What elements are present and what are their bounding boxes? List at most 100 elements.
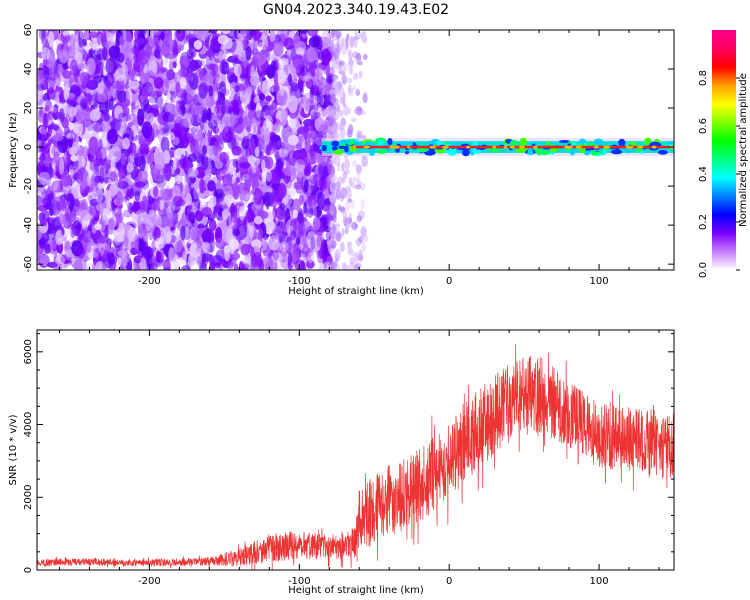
spectrogram-cell: [137, 224, 144, 240]
spectrogram-cell: [98, 139, 104, 150]
spectrogram-cell: [199, 178, 205, 194]
spectrogram-cell: [42, 67, 52, 80]
spectrogram-cell: [279, 209, 290, 217]
spectrogram-cell: [203, 236, 215, 244]
colorbar-tick-label: 0.4: [698, 166, 709, 182]
spectrogram-cell: [94, 175, 104, 184]
snr-ytick-label: 2000: [23, 485, 34, 510]
spectrogram-cell: [330, 56, 336, 64]
spectrogram-cell: [38, 153, 47, 162]
spectrogram-cell: [293, 82, 305, 99]
signal-band-cell: [625, 145, 632, 149]
spectrogram-cell: [175, 167, 181, 175]
signal-band-cell: [429, 145, 434, 149]
spectrogram-cell: [273, 122, 281, 134]
spectrogram-cell: [88, 31, 99, 38]
spectrogram-cell: [62, 70, 72, 79]
spectrogram-cell: [48, 87, 54, 94]
spectrogram-cell: [158, 207, 165, 217]
spectrogram-cell: [159, 235, 164, 245]
spectrogram-cell: [147, 35, 155, 44]
spectrogram-cell: [351, 160, 358, 168]
spectrogram-cell: [78, 209, 91, 226]
spectrogram-cell: [269, 209, 275, 220]
spectrogram-cell: [144, 45, 153, 58]
spectrogram-cell: [141, 121, 153, 139]
spectrogram-cell: [360, 226, 367, 238]
spectrogram-cell: [81, 146, 89, 157]
spectrogram-cell: [351, 182, 356, 189]
spectrogram-cell: [159, 199, 165, 211]
colorbar-tick-label: 0.2: [698, 214, 709, 230]
spectrogram-cell: [112, 44, 123, 51]
spectrogram-cell: [258, 72, 264, 84]
spectrogram-cell: [39, 218, 47, 227]
colorbar-tick-label: 0.6: [698, 118, 709, 134]
spectrogram-cell: [257, 228, 263, 243]
spectrogram-cell: [354, 184, 362, 190]
spectrogram-cell: [62, 34, 72, 43]
spectrogram-cell: [347, 45, 351, 56]
spectrogram-cell: [120, 152, 127, 165]
spectrogram-cell: [343, 169, 350, 175]
spectrogram-cell: [58, 213, 66, 225]
spectrogram-cell: [356, 215, 362, 223]
spectrogram-cell: [232, 158, 239, 168]
spectrogram-cell: [221, 30, 231, 35]
spectrogram-cells: [37, 30, 674, 270]
spectrogram-cell: [285, 156, 292, 169]
spectrogram-cell: [70, 225, 76, 238]
spectrogram-cell: [183, 171, 190, 187]
spectrogram-cell: [151, 39, 162, 47]
spectrogram-cell: [218, 50, 223, 61]
spectrogram-cell: [245, 46, 252, 61]
spectrogram-cell: [331, 104, 337, 114]
spectrogram-cell: [175, 81, 181, 94]
spectrogram-cell: [115, 30, 124, 46]
signal-band-cell: [454, 141, 462, 148]
spectrogram-cell: [114, 105, 124, 120]
spectrogram-cell: [317, 247, 323, 264]
spectrogram-cell: [269, 256, 276, 270]
spectrogram-cell: [132, 47, 139, 55]
spectrogram-cell: [70, 154, 79, 162]
spectrogram-cell: [76, 161, 83, 170]
spectrogram-cell: [106, 200, 111, 214]
spectrogram-cell: [319, 176, 328, 192]
spectrogram-cell: [152, 90, 160, 100]
spectrogram-cell: [139, 257, 147, 270]
spectrogram-cell: [78, 30, 85, 48]
spectrogram-cell: [183, 223, 191, 241]
spectrogram-cell: [341, 74, 347, 85]
spectrogram-cell: [39, 239, 46, 247]
spectrogram-cell: [335, 224, 340, 232]
spectrogram-cell: [321, 239, 328, 256]
spectrogram-cell: [209, 254, 215, 267]
spectrogram-cell: [221, 209, 229, 221]
spectrogram-cell: [335, 189, 342, 200]
spectrogram-cell: [169, 79, 176, 92]
spectrogram-cell: [181, 250, 188, 261]
snr-ytick-label: 6000: [23, 339, 34, 364]
spectrogram-cell: [148, 60, 158, 77]
spectrogram-cell: [349, 257, 355, 266]
spectrogram-cell: [160, 136, 170, 154]
spectrogram-cell: [190, 190, 199, 203]
spectrogram-cell: [227, 105, 233, 115]
spectrogram-cell: [299, 66, 309, 77]
spectrogram-cell: [148, 85, 154, 98]
spectrogram-cell: [221, 62, 230, 75]
spectrogram-cell: [360, 31, 367, 43]
spectrogram-cell: [253, 188, 263, 205]
spectrogram-cell: [130, 205, 140, 212]
spectrogram-cell: [353, 251, 359, 263]
spectrogram-cell: [297, 220, 306, 237]
spectrogram-cell: [336, 93, 341, 98]
spectrogram-cell: [224, 37, 233, 50]
spectrogram-cell: [109, 183, 117, 198]
spectrogram-cell: [50, 199, 61, 216]
spectrogram-cell: [348, 107, 351, 113]
spectrogram-cell: [360, 198, 365, 210]
spectrogram-cell: [352, 72, 359, 81]
spectrogram-cell: [314, 71, 322, 85]
